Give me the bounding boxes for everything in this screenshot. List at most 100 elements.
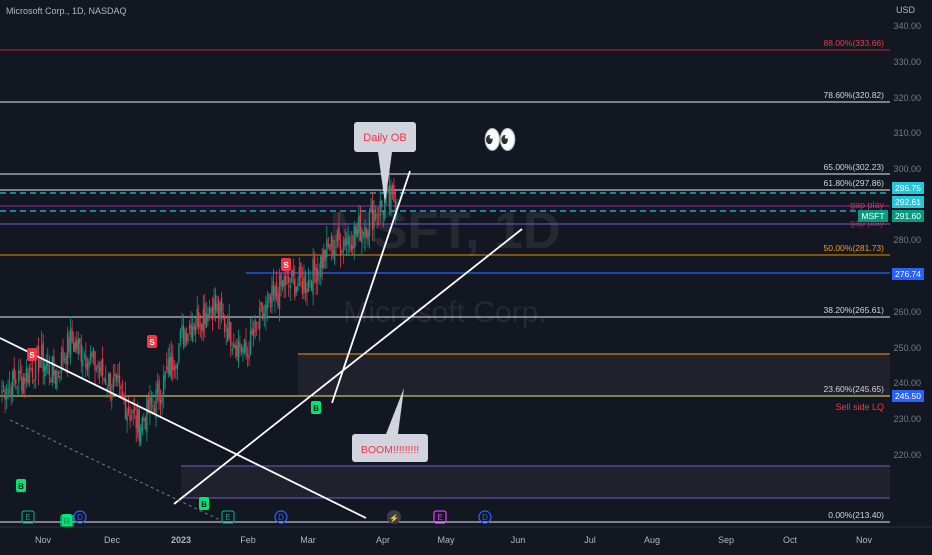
candle-body <box>265 304 267 318</box>
candle-body <box>185 332 188 343</box>
candle-body <box>344 237 346 247</box>
price-tick-label: 280.00 <box>893 235 921 245</box>
buy-signal <box>199 497 209 510</box>
price-badge-label: 296.75 <box>895 183 921 193</box>
candle-body <box>105 379 107 385</box>
candle-body <box>181 325 183 331</box>
candle-body <box>306 288 308 293</box>
signal-letter: B <box>18 482 24 491</box>
earnings-marker <box>221 510 235 524</box>
candle-body <box>95 368 98 370</box>
candle-body <box>362 231 365 234</box>
signal-letter: B <box>64 517 70 526</box>
candle-body <box>341 251 343 253</box>
candle-body <box>98 367 101 373</box>
candle-body <box>76 341 78 349</box>
candle-body <box>345 241 348 244</box>
signal-letter: S <box>29 351 35 360</box>
candle-body <box>72 342 75 352</box>
price-tick-label: 250.00 <box>893 343 921 353</box>
price-tick-label: 340.00 <box>893 21 921 31</box>
candle-body <box>127 406 130 414</box>
candle-body <box>219 302 221 319</box>
candle-body <box>166 366 168 370</box>
candle-body <box>297 283 299 291</box>
candle-body <box>281 280 284 288</box>
candle-body <box>335 246 337 248</box>
candle-body <box>27 373 29 383</box>
boom-callout <box>352 434 428 462</box>
candle-body <box>286 270 288 274</box>
symbol-header[interactable]: Microsoft Corp., 1D, NASDAQ <box>6 6 127 16</box>
candle-body <box>162 375 165 395</box>
time-tick-label: Nov <box>856 535 873 545</box>
fib-label: 88.00%(333.66) <box>824 38 885 48</box>
price-tick-label: 240.00 <box>893 378 921 388</box>
candle-body <box>109 373 111 395</box>
candle-body <box>318 273 320 275</box>
candle-body <box>114 373 116 377</box>
candle-body <box>301 280 304 294</box>
candle-body <box>323 248 325 268</box>
fib-label: 38.20%(265.61) <box>824 305 885 315</box>
candle-body <box>277 293 279 306</box>
candle-body <box>385 191 387 198</box>
candle-body <box>326 238 328 258</box>
candle-body <box>260 302 262 307</box>
daily-ob-callout-tail <box>378 152 392 204</box>
candle-body <box>133 407 136 411</box>
candle-body <box>233 343 235 348</box>
sell-signal <box>27 348 37 361</box>
candle-body <box>373 211 375 228</box>
candle-body <box>268 293 270 299</box>
candles <box>1 171 398 447</box>
candle-body <box>222 312 224 317</box>
candle-body <box>248 355 250 360</box>
candle-body <box>254 319 256 332</box>
candle-body <box>194 326 197 334</box>
candle-body <box>356 229 359 238</box>
dividend-marker <box>274 510 288 524</box>
candle-body <box>178 343 180 362</box>
daily-ob-callout <box>354 122 416 152</box>
candle-body <box>220 297 223 312</box>
candle-body <box>367 231 369 241</box>
candle-body <box>198 312 200 329</box>
candle-body <box>371 200 374 230</box>
candle-body <box>56 370 58 389</box>
candle-body <box>184 329 186 347</box>
candle-body <box>217 300 220 319</box>
candle-body <box>368 210 371 237</box>
eyes-emoji: 👀 <box>483 124 518 155</box>
price-badge <box>858 210 888 222</box>
demand-zone <box>298 354 890 396</box>
candle-body <box>381 200 383 208</box>
candle-body <box>1 390 3 395</box>
candle-body <box>255 322 258 324</box>
candle-body <box>39 359 41 368</box>
candle-body <box>269 297 272 303</box>
time-tick-label: Aug <box>644 535 660 545</box>
candle-body <box>307 279 310 292</box>
signal-letter: B <box>201 500 207 509</box>
price-tick-label: 230.00 <box>893 414 921 424</box>
candle-body <box>71 330 73 343</box>
price-badge-label: 291.60 <box>895 211 921 221</box>
candle-body <box>377 217 380 218</box>
candle-body <box>333 249 336 262</box>
price-tick-label: 300.00 <box>893 164 921 174</box>
candle-body <box>94 351 96 371</box>
candle-body <box>2 385 5 387</box>
fib-label: 61.80%(297.86) <box>824 178 885 188</box>
candle-body <box>327 243 330 247</box>
candle-body <box>129 415 131 421</box>
candle-body <box>65 355 67 365</box>
candle-body <box>359 214 362 241</box>
signal-letter: S <box>283 261 289 270</box>
candle-body <box>223 316 226 331</box>
candle-body <box>173 366 176 371</box>
candle-body <box>79 338 81 344</box>
candle-body <box>42 342 44 372</box>
